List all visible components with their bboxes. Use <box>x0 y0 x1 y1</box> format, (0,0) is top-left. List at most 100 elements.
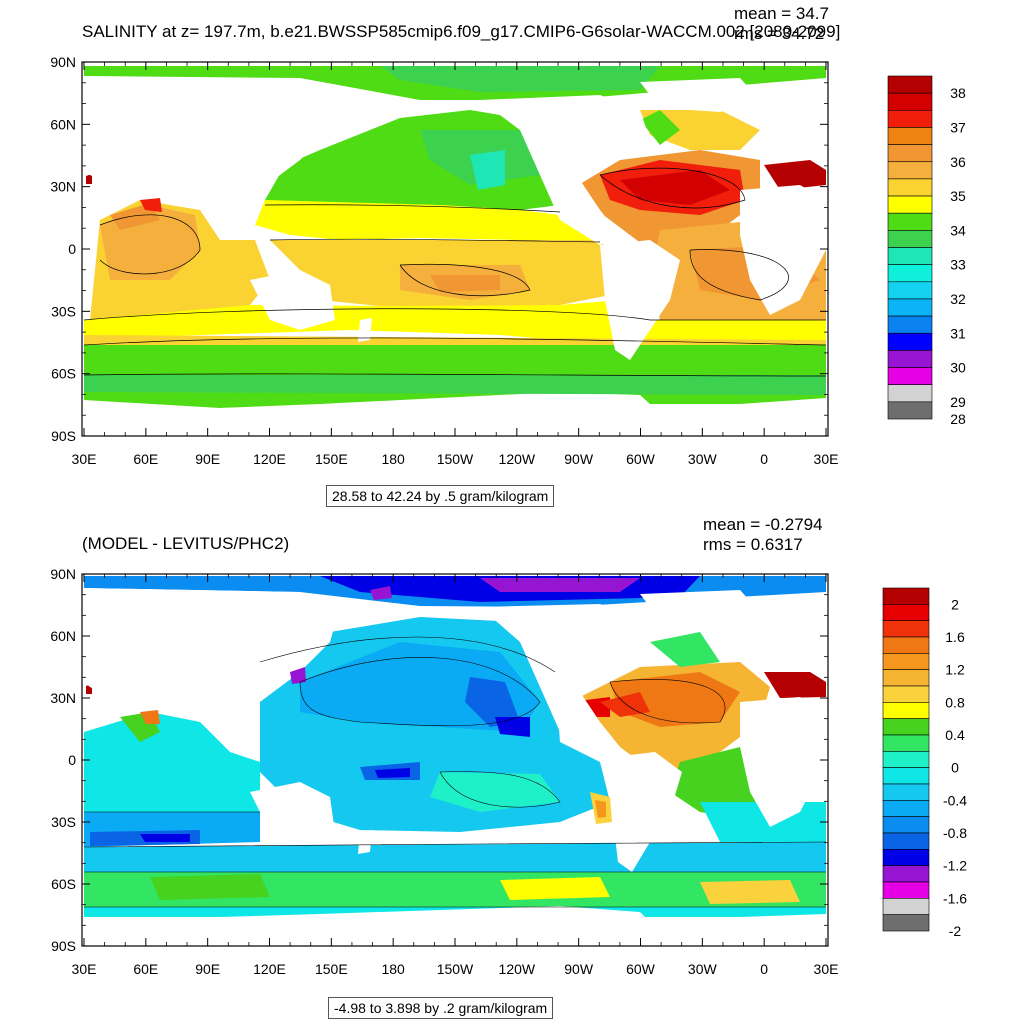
lat-label: 30S <box>51 814 76 830</box>
colorbar-swatch <box>882 669 930 687</box>
difference-panel: (MODEL - LEVITUS/PHC2) mean = -0.2794 rm… <box>0 512 1024 1024</box>
lon-label: 150W <box>437 451 474 467</box>
lon-label: 60W <box>626 451 656 467</box>
colorbar-swatch <box>882 604 930 621</box>
colorbar-label: -2 <box>949 923 962 939</box>
colorbar-swatch <box>887 384 933 403</box>
colorbar-label: 33 <box>950 257 966 273</box>
colorbar-swatch <box>882 849 930 866</box>
colorbar-swatch <box>887 367 933 385</box>
colorbar-label: 28 <box>950 411 966 427</box>
colorbar-label: -1.6 <box>943 890 967 906</box>
colorbar-label: 38 <box>950 85 966 101</box>
colorbar-swatch <box>887 264 933 283</box>
lon-label: 30E <box>72 961 97 977</box>
colorbar-swatch <box>882 914 930 932</box>
colorbar-label: 0.8 <box>945 694 965 710</box>
lon-label: 30E <box>814 961 839 977</box>
lat-label: 30N <box>50 690 76 706</box>
colorbar-swatch <box>887 195 933 214</box>
colorbar-label: -0.4 <box>943 792 967 808</box>
lon-label: 180 <box>381 961 405 977</box>
colorbar-label: 0 <box>951 760 959 776</box>
colorbar-label: 35 <box>950 188 966 204</box>
colorbar-label: 37 <box>950 119 966 135</box>
colorbar-swatch <box>887 281 933 300</box>
lat-label: 60N <box>50 628 76 644</box>
colorbar-swatch <box>887 247 933 265</box>
lon-label: 60E <box>133 961 158 977</box>
lon-label: 150E <box>315 451 348 467</box>
lat-label: 90S <box>51 428 76 444</box>
contour-lines <box>83 167 827 377</box>
colorbar-label: -0.8 <box>943 825 967 841</box>
colorbar-label: 31 <box>950 325 966 341</box>
colorbar-swatch <box>882 636 930 654</box>
colorbar-swatch <box>882 587 930 605</box>
rms-label: rms = 34.72 <box>734 24 825 43</box>
lon-label: 120E <box>253 961 286 977</box>
lat-label: 60N <box>50 116 76 132</box>
panel-title: SALINITY at z= 197.7m, b.e21.BWSSP585cmi… <box>82 22 841 41</box>
lat-label: 30S <box>51 303 76 319</box>
axis-ticks: 90N 60N 30N 0 30S 60S 90S 30E 60E 90E 120E 150E 180 1… <box>50 566 838 977</box>
lon-label: 0 <box>760 451 768 467</box>
lat-label: 90N <box>50 566 76 582</box>
land-mask <box>84 588 826 946</box>
colorbar-swatch <box>887 178 933 197</box>
lat-label: 90S <box>51 938 76 954</box>
colorbar-label: 2 <box>951 596 959 612</box>
colorbar-swatch <box>887 401 933 420</box>
difference-map: 90N 60N 30N 0 30S 60S 90S 30E 60E 90E 120E 150E 180 1… <box>50 566 967 977</box>
colorbar-label: 36 <box>950 154 966 170</box>
colorbar-swatch <box>887 315 933 334</box>
colorbar-swatch <box>887 298 933 317</box>
lat-label: 30N <box>50 179 76 195</box>
colorbar-label: 0.4 <box>945 727 965 743</box>
colorbar-swatch <box>882 734 930 752</box>
colorbar-swatch <box>882 783 930 801</box>
colorbar-label: 30 <box>950 360 966 376</box>
colorbar-swatch <box>887 350 933 368</box>
colorbar-label: -1.2 <box>943 858 967 874</box>
lat-label: 90N <box>50 54 76 70</box>
lon-label: 0 <box>760 961 768 977</box>
colorbar-swatch <box>882 767 930 785</box>
colorbar-swatch <box>887 127 933 145</box>
lon-label: 30E <box>72 451 97 467</box>
colorbar-swatch <box>882 800 930 817</box>
rms-label: rms = 0.6317 <box>703 535 803 554</box>
colorbar-swatch <box>887 212 933 231</box>
colorbar-swatch <box>887 230 933 248</box>
colorbar-label: 1.2 <box>945 662 965 678</box>
colorbar-swatch <box>887 75 933 94</box>
axis-ticks: 90N 60N 30N 0 30S 60S 90S 30E 60E 90E 120E 150E 180 1… <box>50 54 838 467</box>
colorbar-swatch <box>887 332 933 351</box>
colorbar-label: 32 <box>950 291 966 307</box>
lon-label: 60E <box>133 451 158 467</box>
contour-range-label: 28.58 to 42.24 by .5 gram/kilogram <box>326 485 555 507</box>
lat-label: 60S <box>51 366 76 382</box>
lat-label: 60S <box>51 876 76 892</box>
colorbar: 2 1.6 1.2 0.8 0.4 0 -0.4 -0.8 -1.2 -1.6 -2 <box>882 587 967 939</box>
lon-label: 150E <box>315 961 348 977</box>
colorbar-swatch <box>882 881 930 899</box>
contour-range-label: -4.98 to 3.898 by .2 gram/kilogram <box>328 997 554 1019</box>
lon-label: 30W <box>688 451 718 467</box>
colorbar-swatch <box>882 718 930 736</box>
salinity-panel: SALINITY at z= 197.7m, b.e21.BWSSP585cmi… <box>50 4 966 507</box>
lon-label: 90E <box>195 961 220 977</box>
lat-label: 0 <box>68 752 76 768</box>
colorbar-swatch <box>882 832 930 850</box>
colorbar-swatch <box>887 144 933 163</box>
colorbar-swatch <box>882 620 930 638</box>
colorbar-swatch <box>882 865 930 883</box>
colorbar-label: 29 <box>950 394 966 410</box>
colorbar-swatch <box>882 816 930 834</box>
lon-label: 120W <box>499 961 536 977</box>
colorbar-label: 1.6 <box>945 629 965 645</box>
colorbar-swatch <box>882 653 930 670</box>
colorbar-label: 34 <box>950 222 966 238</box>
colorbar-swatch <box>887 161 933 180</box>
